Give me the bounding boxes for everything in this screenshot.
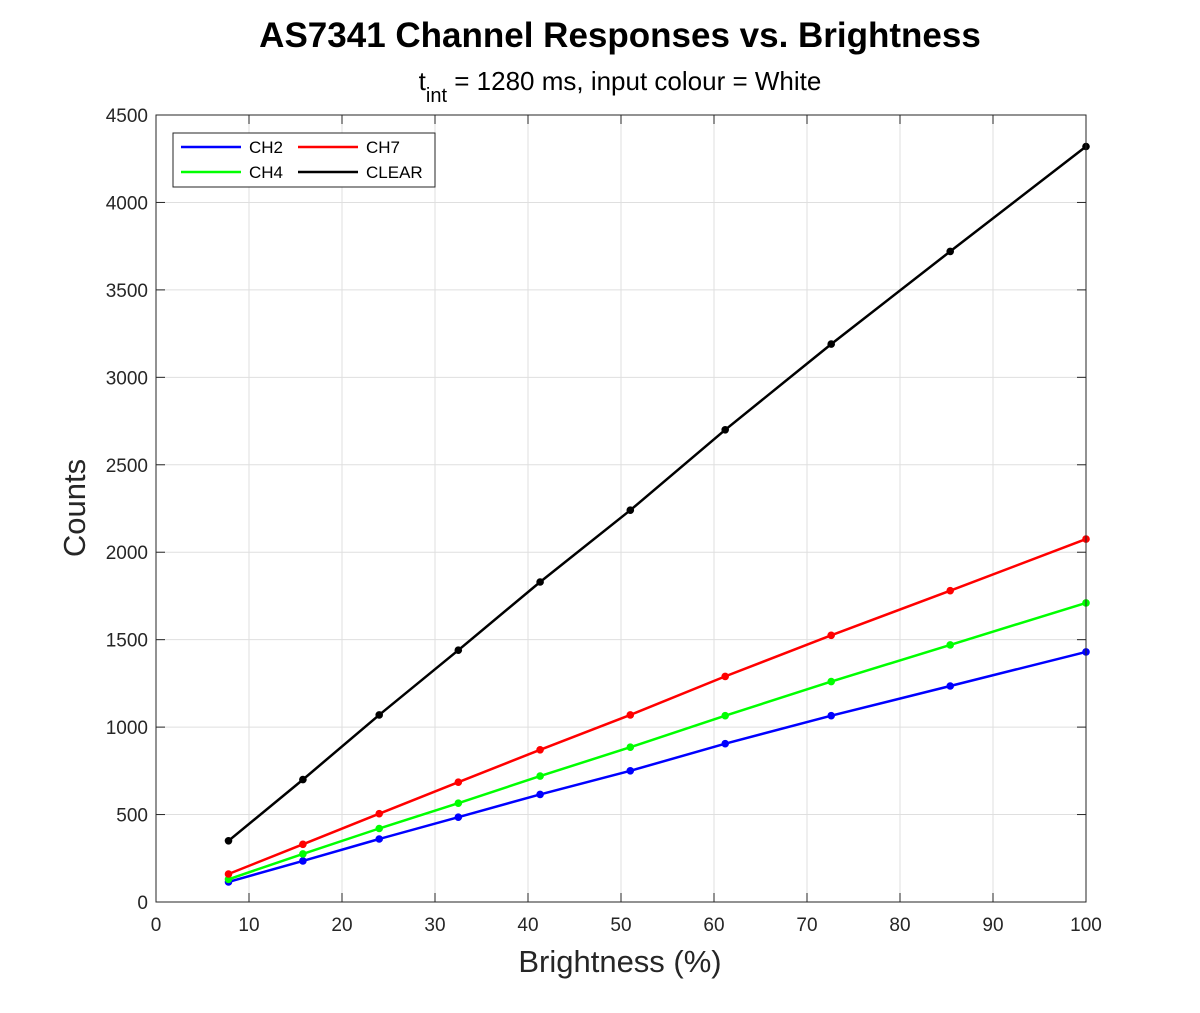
legend-label-clear: CLEAR <box>366 163 423 182</box>
subtitle-subscript: int <box>426 85 448 107</box>
x-tick-label: 100 <box>1070 915 1102 936</box>
data-point-ch4 <box>375 824 384 833</box>
legend-label-ch4: CH4 <box>249 163 283 182</box>
data-point-clear <box>299 775 307 784</box>
data-point-ch7 <box>224 870 233 878</box>
x-tick-label: 20 <box>331 915 352 936</box>
data-point-ch4 <box>721 711 729 720</box>
y-axis-label: Counts <box>57 459 92 557</box>
series-ch4 <box>224 599 1090 884</box>
y-tick-label: 500 <box>116 806 148 827</box>
data-point-ch7 <box>626 711 635 719</box>
x-axis-label: Brightness (%) <box>518 944 721 979</box>
data-point-ch7 <box>721 672 729 681</box>
data-point-ch7 <box>946 586 954 595</box>
data-point-ch2 <box>375 835 384 843</box>
x-tick-label: 50 <box>610 915 631 936</box>
data-point-clear <box>827 340 835 348</box>
data-point-clear <box>224 837 233 845</box>
data-point-clear <box>536 578 544 586</box>
chart-subtitle: tint = 1280 ms, input colour = White <box>419 66 822 107</box>
data-point-ch2 <box>454 813 463 821</box>
series-line-ch4 <box>228 601 1087 881</box>
legend-box <box>172 132 436 188</box>
data-point-clear <box>454 646 463 654</box>
x-tick-label: 0 <box>151 915 162 936</box>
data-point-ch7 <box>536 746 544 754</box>
data-point-ch2 <box>536 790 544 799</box>
data-point-ch7 <box>375 809 384 818</box>
data-point-ch4 <box>224 875 233 884</box>
series-line-clear <box>227 145 1087 842</box>
subtitle-suffix: = 1280 ms, input colour = White <box>447 66 821 96</box>
data-point-ch4 <box>946 641 954 649</box>
data-point-ch2 <box>626 767 635 775</box>
data-point-clear <box>375 711 384 719</box>
y-tick-label: 0 <box>137 893 148 914</box>
data-point-ch2 <box>721 739 729 748</box>
y-tick-label: 3500 <box>106 281 148 302</box>
legend-label-ch7: CH7 <box>366 138 400 157</box>
y-tick-label: 2000 <box>106 543 148 564</box>
grid <box>155 114 1087 903</box>
series-clear <box>224 142 1090 845</box>
y-tick-label: 3000 <box>106 368 148 389</box>
tick-labels: 0 10 20 30 40 50 60 70 80 90 100050010001500200025… <box>106 106 1102 936</box>
subtitle-prefix: t <box>419 66 427 96</box>
x-tick-label: 70 <box>796 915 817 936</box>
x-tick-label: 40 <box>517 915 538 936</box>
series-ch7 <box>224 535 1090 878</box>
data-point-ch4 <box>827 677 835 686</box>
series-layer <box>224 142 1090 886</box>
y-tick-label: 1500 <box>106 631 148 652</box>
data-point-ch4 <box>454 799 463 807</box>
chart-title: AS7341 Channel Responses vs. Brightness <box>259 16 981 55</box>
y-tick-label: 4000 <box>106 193 148 214</box>
data-point-ch2 <box>827 711 835 720</box>
data-point-ch4 <box>299 850 307 858</box>
data-point-ch2 <box>946 682 954 690</box>
data-point-ch7 <box>299 840 307 849</box>
series-ch2 <box>224 648 1090 886</box>
series-line-ch2 <box>228 650 1087 884</box>
x-tick-label: 90 <box>982 915 1003 936</box>
x-tick-label: 30 <box>424 915 445 936</box>
data-point-ch7 <box>827 631 835 640</box>
series-line-ch7 <box>228 537 1087 876</box>
data-point-clear <box>946 247 954 256</box>
data-point-ch4 <box>626 743 635 751</box>
x-tick-label: 80 <box>889 915 910 936</box>
y-tick-label: 2500 <box>106 456 148 477</box>
x-tick-label: 60 <box>703 915 724 936</box>
axis-ticks <box>155 114 1087 903</box>
data-point-clear <box>626 506 635 514</box>
data-point-ch2 <box>299 857 307 865</box>
legend: CH2 CH7 CH4 CLEAR <box>172 132 436 188</box>
x-tick-label: 10 <box>238 915 259 936</box>
data-point-ch4 <box>536 772 544 780</box>
data-point-clear <box>721 426 729 434</box>
data-point-ch7 <box>454 778 463 786</box>
y-tick-label: 4500 <box>106 106 148 127</box>
y-tick-label: 1000 <box>106 718 148 739</box>
legend-label-ch2: CH2 <box>249 138 283 157</box>
